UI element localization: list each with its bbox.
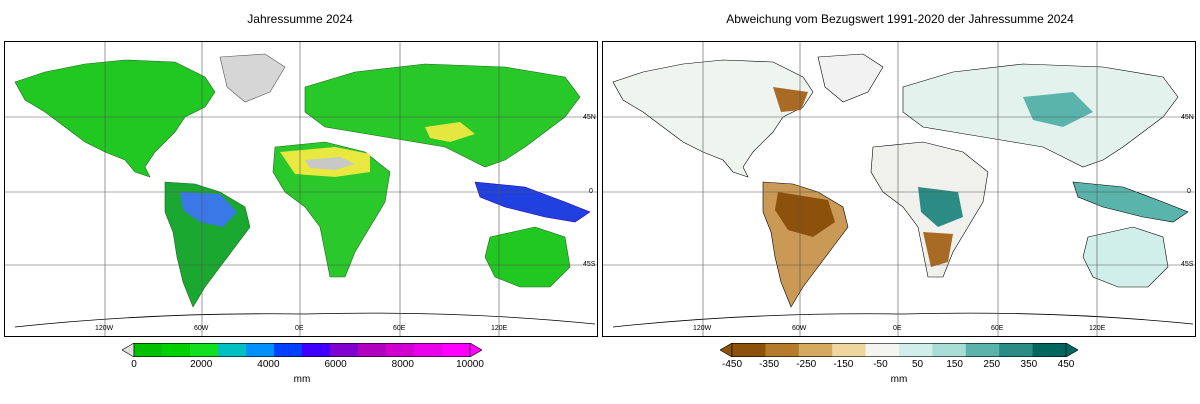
tibet-dry: [425, 122, 475, 142]
left-colorbar-unit: mm: [293, 374, 311, 385]
colorbar-segment: [386, 343, 415, 357]
lat-label: 45N: [583, 114, 596, 121]
right-colorbar-scale: [720, 343, 1078, 357]
lon-label: 60W: [194, 325, 209, 332]
right-colorbar-unit: mm: [890, 374, 908, 385]
lat-label: 45S: [1181, 261, 1194, 268]
amazon-wet: [180, 192, 237, 227]
colorbar-cap-low: [720, 343, 733, 357]
colorbar-segment: [190, 343, 219, 357]
greenland: [219, 53, 286, 103]
north-america: [14, 59, 216, 178]
lat-label: 45N: [1181, 114, 1194, 121]
colorbar-cap-high: [469, 343, 482, 357]
colorbar-segment: [162, 343, 191, 357]
colorbar-segment: [932, 343, 967, 357]
colorbar-segment: [832, 343, 867, 357]
antarctica: [612, 312, 1194, 328]
colorbar-segment: [965, 343, 1000, 357]
colorbar-tick-label: 10000: [456, 359, 484, 370]
right-map-canvas: [603, 42, 1195, 336]
colorbar-segment: [899, 343, 933, 357]
colorbar-segment: [732, 343, 766, 357]
colorbar-segment: [246, 343, 275, 357]
lat-label: 0: [1187, 188, 1191, 195]
colorbar-segment: [442, 343, 471, 357]
lon-label: 60E: [991, 325, 1004, 332]
lon-label: 120E: [1089, 325, 1106, 332]
right-colorbar: [720, 343, 1078, 357]
lon-label: 60E: [393, 325, 406, 332]
colorbar-segment: [865, 343, 900, 357]
lon-label: 120E: [491, 325, 508, 332]
southeast-asia: [474, 181, 591, 223]
southeast-asia: [1072, 181, 1189, 223]
colorbar-tick-label: 350: [1020, 359, 1038, 370]
colorbar-segment: [218, 343, 247, 357]
colorbar-segment: [414, 343, 443, 357]
lon-label: 0E: [295, 325, 304, 332]
africa-wet-patch: [918, 187, 963, 227]
colorbar-cap-high: [1065, 343, 1078, 357]
colorbar-segment: [302, 343, 331, 357]
right-map: 120W 60W 0E 60E 120E 45N 0 45S: [602, 41, 1196, 337]
lon-label: 0E: [893, 325, 902, 332]
lat-label: 0: [589, 188, 593, 195]
colorbar-tick-label: 2000: [190, 359, 213, 370]
left-map-title: Jahressumme 2024: [247, 12, 353, 26]
colorbar-segment: [358, 343, 387, 357]
greenland: [817, 53, 884, 103]
colorbar-tick-label: 150: [946, 359, 963, 370]
colorbar-segment: [765, 343, 800, 357]
sa-dry-core: [775, 192, 835, 237]
australia: [484, 226, 571, 288]
colorbar-tick-label: -450: [721, 359, 743, 370]
africa: [272, 141, 391, 278]
colorbar-tick-label: -250: [796, 359, 817, 370]
colorbar-segment: [1032, 343, 1067, 357]
colorbar-segment: [274, 343, 303, 357]
sahara-core: [305, 157, 355, 170]
lat-label: 45S: [583, 261, 596, 268]
north-america: [612, 59, 814, 178]
colorbar-tick-label: -350: [759, 359, 780, 370]
colorbar-tick-label: 0: [131, 359, 137, 370]
antarctica: [14, 312, 596, 328]
colorbar-cap-low: [122, 343, 135, 357]
lon-label: 60W: [792, 325, 807, 332]
asia-wet-patch: [1023, 92, 1093, 127]
left-colorbar-scale: [122, 343, 482, 357]
colorbar-segment: [330, 343, 359, 357]
colorbar-tick-label: 6000: [324, 359, 347, 370]
left-colorbar: [122, 343, 482, 357]
na-dry-patch: [773, 87, 808, 112]
colorbar-tick-label: -50: [873, 359, 888, 370]
colorbar-tick-label: 450: [1057, 359, 1075, 370]
lon-label: 120W: [95, 325, 114, 332]
colorbar-tick-label: -150: [833, 359, 854, 370]
right-map-title: Abweichung vom Bezugswert 1991-2020 der …: [726, 12, 1074, 26]
colorbar-tick-label: 250: [983, 359, 1001, 370]
eurasia: [304, 63, 581, 168]
left-map-canvas: [5, 42, 597, 336]
colorbar-segment: [134, 343, 163, 357]
colorbar-tick-label: 50: [911, 359, 924, 370]
lon-label: 120W: [693, 325, 712, 332]
left-map: 120W 60W 0E 60E 120E 45N 0 45S: [4, 41, 598, 337]
colorbar-segment: [999, 343, 1034, 357]
colorbar-tick-label: 8000: [391, 359, 414, 370]
africa-dry-patch: [923, 232, 953, 267]
colorbar-tick-label: 4000: [257, 359, 280, 370]
colorbar-segment: [798, 343, 833, 357]
australia: [1082, 226, 1169, 288]
